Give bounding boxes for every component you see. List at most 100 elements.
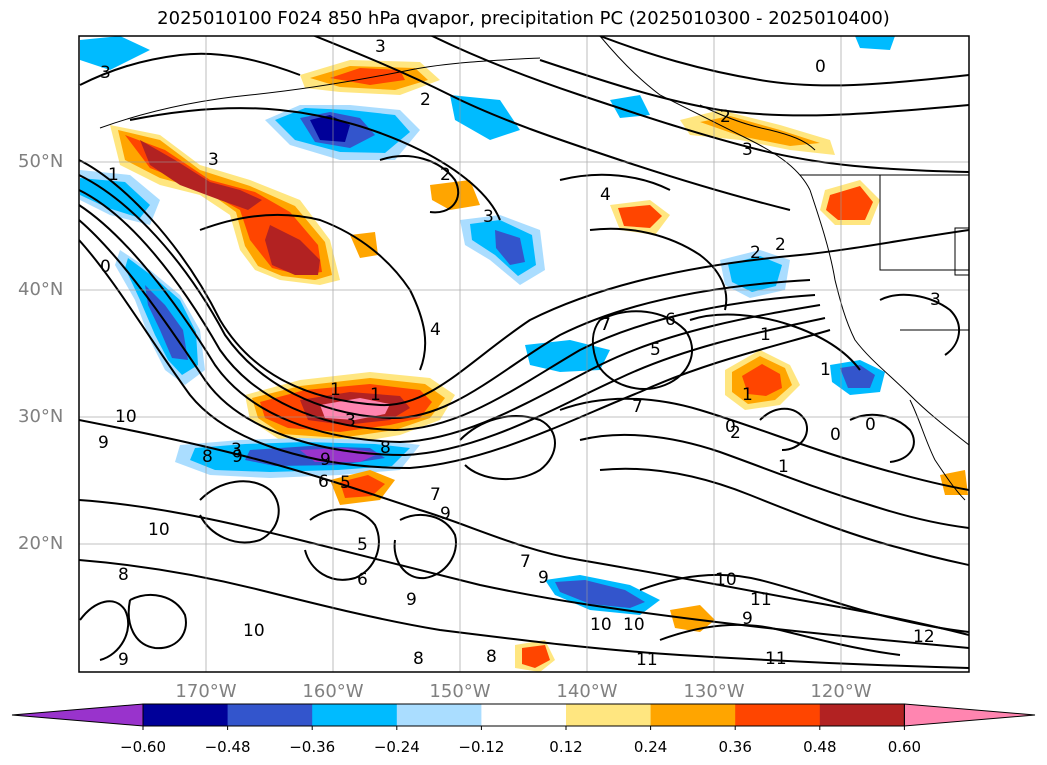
contour-value-label: 4 (430, 320, 441, 340)
contour-value-label: 9 (118, 650, 129, 670)
contour-value-label: 10 (715, 570, 737, 590)
contour-value-label: 10 (243, 621, 265, 641)
lon-label-140w: 140°W (556, 681, 618, 702)
colorbar-segment (819, 704, 905, 726)
contour-value-label: 7 (632, 397, 643, 417)
contour-value-label: 2 (730, 423, 741, 443)
contour-value-label: 3 (231, 440, 242, 460)
contour-value-label: 10 (148, 520, 170, 540)
colorbar-segment (650, 704, 736, 726)
lon-label-130w: 130°W (683, 681, 745, 702)
colorbar-tick-label: −0.36 (289, 738, 336, 756)
contour-value-label: 1 (760, 325, 771, 345)
contour-value-label: 3 (208, 150, 219, 170)
colorbar-segment (227, 704, 313, 726)
contour-value-label: 2 (420, 90, 431, 110)
colorbar-tick-label: −0.24 (373, 738, 420, 756)
colorbar-segment (396, 704, 482, 726)
contour-value-label: 10 (590, 615, 612, 635)
colorbar-segment (735, 704, 821, 726)
contour-value-label: 0 (865, 415, 876, 435)
contour-value-label: 8 (202, 447, 213, 467)
contour-value-label: 7 (520, 552, 531, 572)
colorbar-tick-label: 0.48 (803, 738, 837, 756)
contour-value-label: 9 (406, 590, 417, 610)
lon-label-150w: 150°W (429, 681, 491, 702)
contour-value-label: 5 (357, 535, 368, 555)
contour-value-label: 10 (115, 407, 137, 427)
contour-value-label: 0 (815, 57, 826, 77)
colorbar-segment (481, 704, 567, 726)
lon-label-160w: 160°W (302, 681, 364, 702)
contour-value-label: 9 (440, 504, 451, 524)
contour-value-label: 8 (118, 565, 129, 585)
colorbar-frame (142, 703, 905, 727)
lat-label-20n: 20°N (18, 533, 64, 554)
contour-value-label: 3 (930, 290, 941, 310)
colorbar-arrow-right (903, 703, 1036, 727)
contour-value-label: 12 (913, 627, 935, 647)
contour-value-label: 0 (725, 417, 736, 437)
contour-value-label: 1 (778, 457, 789, 477)
contour-value-label: 4 (600, 185, 611, 205)
colorbar-tick-label: 0.24 (633, 738, 668, 756)
contour-value-label: 10 (623, 615, 645, 635)
lon-label-170w: 170°W (175, 681, 237, 702)
contour-value-label: 0 (100, 257, 111, 277)
contour-value-label: 9 (538, 568, 549, 588)
shaded-anomaly-fields (80, 36, 968, 672)
contour-value-label: 11 (765, 649, 787, 669)
contour-value-label: 1 (108, 165, 119, 185)
colorbar-segment (312, 704, 398, 726)
contour-value-label: 9 (232, 447, 243, 467)
colorbar-tick-label: 0.60 (887, 738, 922, 756)
contour-value-label: 5 (340, 473, 351, 493)
contour-lines (79, 36, 969, 669)
contour-value-label: 9 (742, 609, 753, 629)
contour-value-label: 5 (650, 340, 661, 360)
contour-value-label: 7 (600, 315, 611, 335)
contour-value-label: 9 (320, 450, 331, 470)
contour-value-label: 11 (750, 590, 772, 610)
contour-value-label: 7 (430, 485, 441, 505)
colorbar-segment (566, 704, 652, 726)
colorbar-tick-label: 0.36 (718, 738, 752, 756)
contour-value-label: 9 (98, 433, 109, 453)
contour-value-label: 1 (330, 380, 341, 400)
lat-label-40n: 40°N (18, 279, 64, 300)
colorbar-arrow-left (11, 703, 144, 727)
contour-value-label: 3 (375, 37, 386, 57)
colorbar-tick-label: −0.60 (120, 738, 166, 756)
contour-value-label: 3 (100, 63, 111, 83)
contour-value-label: 8 (413, 649, 424, 669)
contour-value-label: 1 (370, 385, 381, 405)
map-frame (78, 35, 970, 673)
contour-value-label: 2 (440, 165, 451, 185)
contour-value-label: 6 (357, 570, 368, 590)
gridlines (79, 36, 969, 672)
contour-value-label: 8 (380, 438, 391, 458)
coastlines (99, 36, 969, 501)
contour-value-label: 3 (742, 140, 753, 160)
contour-value-label: 1 (742, 385, 753, 405)
contour-value-label: 0 (830, 425, 841, 445)
contour-value-label: 1 (820, 360, 831, 380)
contour-value-label: 3 (345, 411, 356, 431)
figure-title: 2025010100 F024 850 hPa qvapor, precipit… (157, 8, 890, 29)
colorbar-tick-label: −0.12 (458, 738, 505, 756)
contour-value-label: 11 (636, 650, 658, 670)
contour-value-label: 6 (318, 472, 329, 492)
lat-label-30n: 30°N (18, 406, 64, 427)
contour-value-label: 2 (750, 243, 761, 263)
colorbar-tick-label: 0.12 (549, 738, 583, 756)
lon-label-120w: 120°W (810, 681, 872, 702)
contour-value-label: 2 (720, 107, 731, 127)
lat-label-50n: 50°N (18, 151, 64, 172)
contour-value-label: 2 (775, 235, 786, 255)
colorbar-tick-label: −0.48 (204, 738, 251, 756)
contour-value-label: 8 (486, 647, 497, 667)
contour-value-label: 3 (483, 207, 494, 227)
